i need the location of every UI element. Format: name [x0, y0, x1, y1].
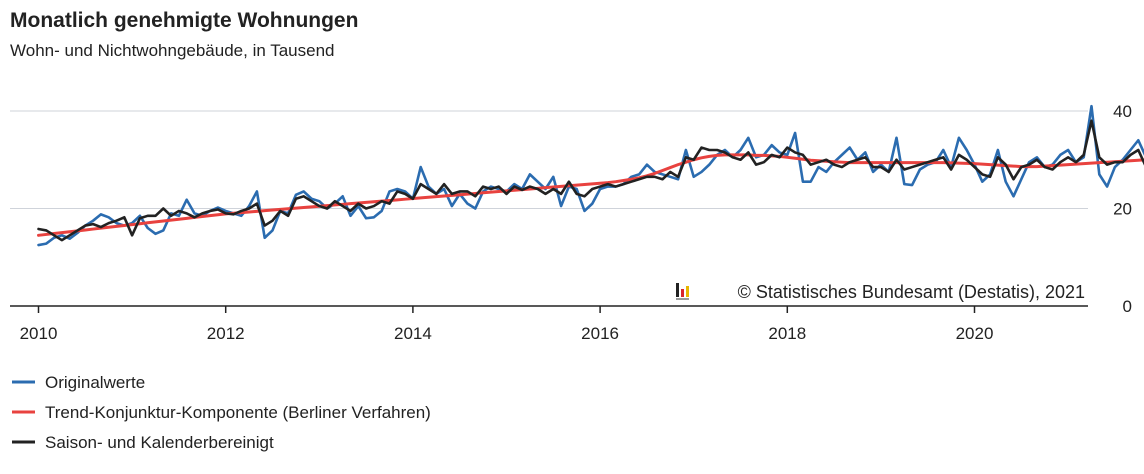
source-text: © Statistisches Bundesamt (Destatis), 20… — [738, 282, 1085, 302]
source-note: © Statistisches Bundesamt (Destatis), 20… — [676, 282, 1085, 302]
legend-item-3: Saison- und Kalenderbereinigt — [12, 433, 274, 452]
x-tick-label: 2010 — [20, 324, 58, 343]
y-axis-ticks: 0 20 40 — [1113, 102, 1132, 316]
x-tick-label: 2012 — [207, 324, 245, 343]
destatis-logo-icon — [676, 283, 689, 300]
series-line-2 — [37, 153, 1144, 237]
gridlines — [10, 110, 1088, 307]
series-line-3 — [37, 119, 1144, 242]
series-line-1 — [37, 104, 1144, 247]
y-tick-label: 40 — [1113, 102, 1132, 121]
legend-label: Saison- und Kalenderbereinigt — [45, 433, 274, 452]
plot-area — [37, 104, 1144, 247]
x-tick-label: 2014 — [394, 324, 432, 343]
x-tick-label: 2020 — [956, 324, 994, 343]
legend-item-2: Trend-Konjunktur-Komponente (Berliner Ve… — [12, 403, 431, 422]
y-tick-label: 20 — [1113, 200, 1132, 219]
chart-subtitle: Wohn- und Nichtwohngebäude, in Tausend — [10, 41, 335, 60]
legend: Originalwerte Trend-Konjunktur-Komponente… — [12, 373, 431, 452]
y-tick-label: 0 — [1123, 297, 1132, 316]
legend-item-1: Originalwerte — [12, 373, 145, 392]
x-tick-label: 2016 — [581, 324, 619, 343]
legend-label: Originalwerte — [45, 373, 145, 392]
x-tick-label: 2018 — [768, 324, 806, 343]
x-axis-ticks: 2010 2012 2014 2016 2018 2020 — [20, 306, 994, 343]
chart-title: Monatlich genehmigte Wohnungen — [10, 9, 358, 32]
legend-label: Trend-Konjunktur-Komponente (Berliner Ve… — [45, 403, 431, 422]
